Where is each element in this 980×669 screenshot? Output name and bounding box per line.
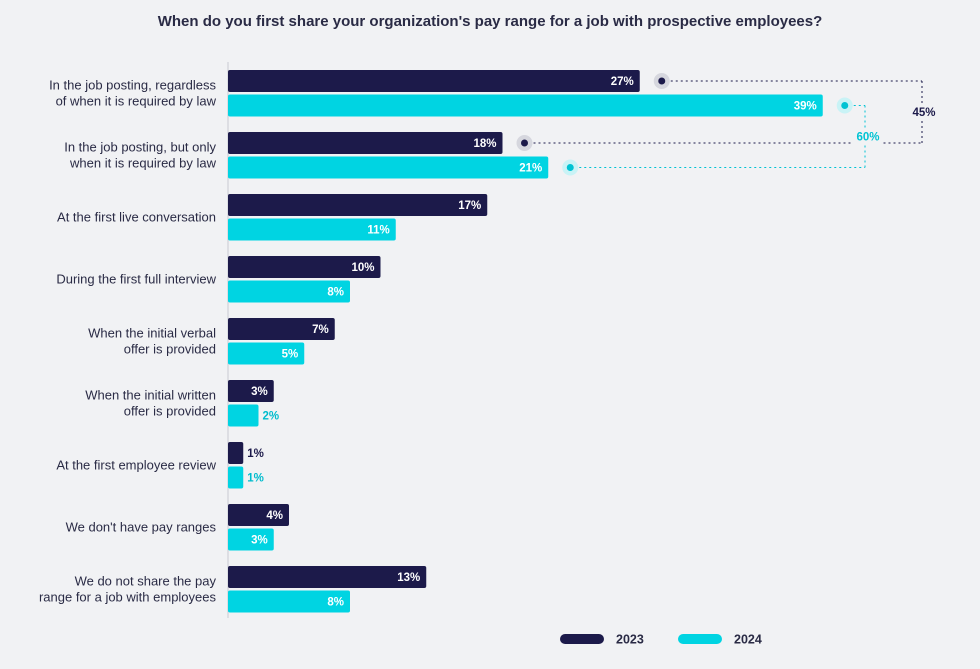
data-label: 17% — [458, 200, 481, 212]
category-label: At the first employee review — [56, 458, 216, 473]
data-label: 10% — [351, 262, 374, 274]
annotation-label-bg — [853, 129, 883, 146]
data-label: 11% — [367, 225, 389, 237]
category-label: We do not share the pay — [75, 574, 217, 589]
bar-2024 — [228, 342, 305, 365]
bar-2023 — [228, 132, 503, 154]
legend-swatch-2024 — [678, 634, 722, 644]
category-label: When the initial verbal — [88, 326, 216, 341]
annotation-label: 60% — [856, 132, 879, 144]
marker-dot — [521, 139, 528, 147]
data-label: 3% — [251, 386, 268, 398]
data-label: 27% — [611, 76, 634, 88]
bar-2023 — [228, 380, 274, 402]
category-label: During the first full interview — [56, 272, 216, 287]
data-label: 3% — [251, 535, 268, 547]
data-label: 8% — [327, 287, 344, 299]
legend-swatch-2023 — [560, 634, 604, 644]
data-label: 21% — [519, 163, 542, 175]
bar-2024 — [228, 218, 396, 241]
category-label: offer is provided — [124, 404, 216, 419]
data-label: 18% — [473, 138, 496, 150]
bar-2024 — [228, 590, 350, 613]
category-label: of when it is required by law — [56, 94, 217, 109]
data-label: 1% — [247, 473, 264, 485]
bar-2024 — [228, 466, 244, 489]
category-label: At the first live conversation — [57, 210, 216, 225]
category-label: range for a job with employees — [39, 590, 217, 605]
bar-2023 — [228, 566, 427, 588]
bar-2024 — [228, 528, 274, 551]
marker-dot — [566, 164, 574, 171]
legend-label: 2024 — [734, 633, 762, 647]
annotation-label-bg — [909, 105, 939, 121]
category-label: We don't have pay ranges — [66, 520, 217, 535]
annotation-label: 45% — [912, 107, 935, 119]
bar-2024 — [228, 404, 259, 427]
category-label: When the initial written — [85, 388, 216, 403]
bar-2023 — [228, 256, 381, 278]
data-label: 39% — [794, 101, 817, 113]
category-label: In the job posting, but only — [64, 140, 216, 155]
category-label: when it is required by law — [69, 156, 217, 171]
category-label: In the job posting, regardless — [49, 78, 216, 93]
chart-title: When do you first share your organizatio… — [158, 13, 823, 30]
data-label: 2% — [263, 411, 280, 423]
bar-2023 — [228, 504, 289, 526]
bar-2024 — [228, 280, 350, 303]
bar-2023 — [228, 194, 488, 216]
legend-label: 2023 — [616, 633, 644, 647]
data-label: 5% — [282, 349, 299, 361]
bar-2023 — [228, 318, 335, 340]
bar-2023 — [228, 70, 640, 92]
data-label: 1% — [247, 448, 264, 460]
data-label: 4% — [266, 510, 283, 522]
bar-2024 — [228, 94, 823, 117]
category-label: offer is provided — [124, 342, 216, 357]
data-label: 8% — [327, 597, 344, 609]
data-label: 13% — [397, 572, 420, 584]
data-label: 7% — [312, 324, 329, 336]
bar-2023 — [228, 442, 244, 464]
marker-dot — [841, 102, 849, 109]
marker-dot — [658, 77, 666, 85]
bar-2024 — [228, 156, 549, 179]
